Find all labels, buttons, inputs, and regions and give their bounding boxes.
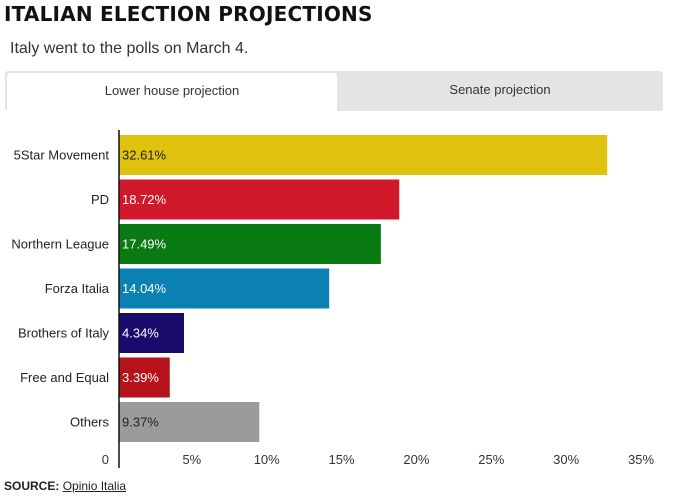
bar xyxy=(119,179,400,220)
bar xyxy=(119,402,260,442)
page-subtitle: Italy went to the polls on March 4. xyxy=(10,40,249,57)
value-label: 9.37% xyxy=(122,415,159,430)
bar xyxy=(119,357,170,398)
category-label: Northern League xyxy=(11,237,109,252)
x-tick-label: 20% xyxy=(403,452,429,467)
category-label: PD xyxy=(91,192,109,207)
x-tick-label: 15% xyxy=(329,452,355,467)
value-label: 14.04% xyxy=(122,281,167,296)
category-label: Free and Equal xyxy=(20,370,109,385)
page-title: ITALIAN ELECTION PROJECTIONS xyxy=(4,2,373,26)
x-tick-label: 35% xyxy=(628,452,654,467)
source-label: SOURCE: xyxy=(4,479,60,493)
tab-lower-house-projection[interactable]: Lower house projection xyxy=(7,73,337,111)
category-label: 5Star Movement xyxy=(14,148,110,163)
category-label: Brothers of Italy xyxy=(18,326,110,341)
x-tick-label: 5% xyxy=(182,452,201,467)
value-label: 18.72% xyxy=(122,192,167,207)
category-label: Forza Italia xyxy=(45,281,110,296)
x-tick-label: 30% xyxy=(553,452,579,467)
x-tick-label: 10% xyxy=(254,452,280,467)
value-label: 3.39% xyxy=(122,370,159,385)
bar xyxy=(119,268,330,309)
tab-senate-projection[interactable]: Senate projection xyxy=(449,82,551,97)
x-tick-label: 0 xyxy=(102,452,109,467)
value-label: 4.34% xyxy=(122,326,159,341)
source-footer: SOURCE: Opinio Italia xyxy=(4,479,126,493)
bar xyxy=(119,135,608,175)
bar-chart: 5Star Movement 32.61% PD 18.72% Northern Lea… xyxy=(11,130,654,468)
source-link[interactable]: Opinio Italia xyxy=(62,479,127,493)
bar xyxy=(119,224,381,264)
x-tick-label: 25% xyxy=(478,452,504,467)
bar xyxy=(119,313,184,353)
category-label: Others xyxy=(70,415,110,430)
value-label: 32.61% xyxy=(122,148,167,163)
projection-tabs: Lower house projection Senate projection xyxy=(5,71,663,111)
value-label: 17.49% xyxy=(122,237,167,252)
